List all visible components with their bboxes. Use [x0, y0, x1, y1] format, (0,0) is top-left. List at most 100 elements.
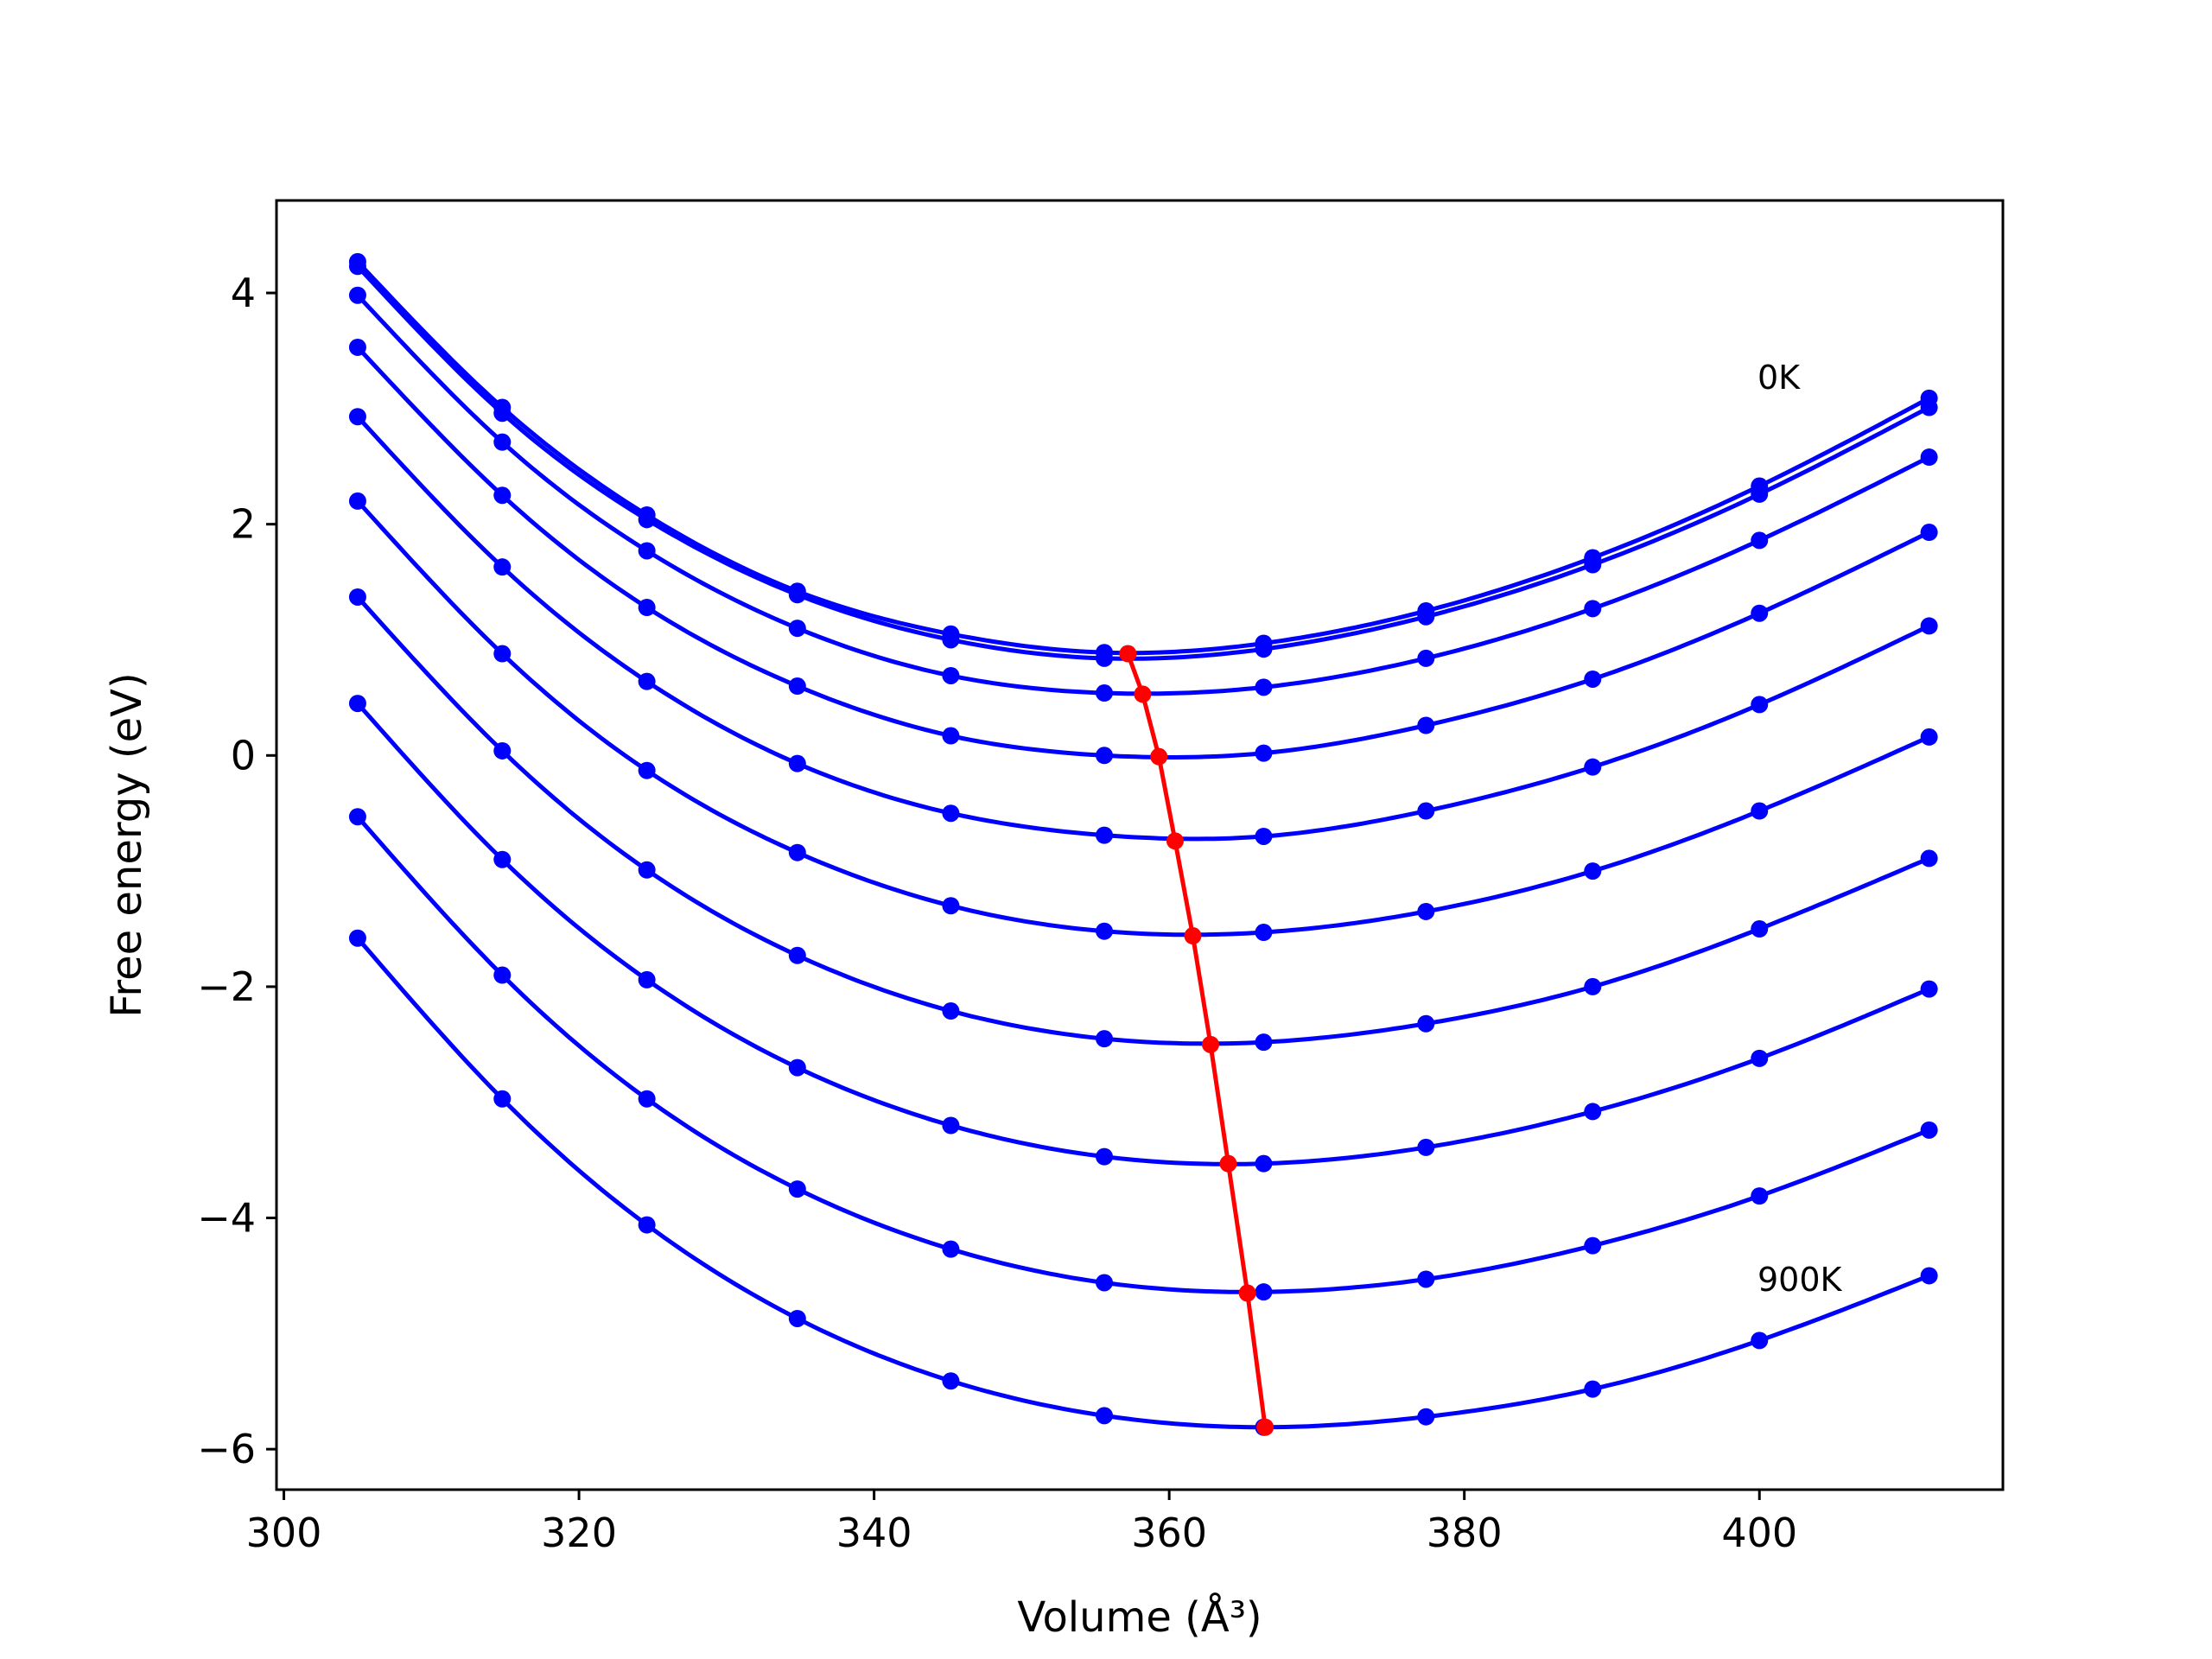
series-7-point-1 — [493, 850, 512, 868]
series-7-point-2 — [638, 970, 656, 988]
series-4-point-3 — [788, 754, 806, 772]
series-9-point-8 — [1584, 1380, 1602, 1398]
series-6-point-3 — [788, 946, 806, 964]
minima-point-8 — [1256, 1418, 1274, 1436]
series-2-point-8 — [1584, 600, 1602, 618]
x-tick-label-380: 380 — [1427, 1510, 1503, 1556]
series-5-point-9 — [1751, 802, 1769, 820]
series-7-point-10 — [1920, 980, 1938, 998]
x-ticks: 300 320 340 360 380 400 — [246, 1490, 1797, 1556]
series-3-line — [356, 346, 1930, 760]
series-8-point-4 — [942, 1240, 960, 1258]
series-8-point-0 — [348, 808, 366, 826]
y-axis-label: Free energy (eV) — [103, 672, 151, 1017]
series-1-line — [356, 264, 1930, 661]
series-4-point-5 — [1096, 826, 1114, 844]
series-3-point-5 — [1096, 747, 1114, 765]
series-5-point-10 — [1920, 728, 1938, 746]
series-2-line — [356, 293, 1930, 696]
minima-point-3 — [1166, 832, 1184, 850]
series-3-point-6 — [1255, 744, 1273, 762]
series-4-point-10 — [1920, 617, 1938, 635]
series-9-point-3 — [788, 1309, 806, 1327]
series-4-point-8 — [1584, 758, 1602, 776]
series-5-point-5 — [1096, 922, 1114, 940]
series-7-line — [356, 702, 1930, 1166]
series-1-point-4 — [942, 631, 960, 649]
series-4-point-2 — [638, 672, 656, 690]
series-4-point-9 — [1751, 696, 1769, 714]
series-2-point-1 — [493, 433, 512, 451]
series-1-point-9 — [1751, 485, 1769, 503]
x-tick-label-400: 400 — [1721, 1510, 1797, 1556]
series-6-point-1 — [493, 741, 512, 760]
series-3-point-7 — [1417, 716, 1435, 734]
series-8-point-6 — [1255, 1283, 1273, 1301]
series-6-point-10 — [1920, 849, 1938, 868]
series-2-point-4 — [942, 666, 960, 684]
series-5-point-7 — [1417, 902, 1435, 920]
x-tick-label-300: 300 — [246, 1510, 322, 1556]
series-9-point-2 — [638, 1216, 656, 1234]
series-9-point-4 — [942, 1372, 960, 1390]
curves-layer — [348, 252, 1938, 1436]
x-tick-label-320: 320 — [541, 1510, 617, 1556]
annotation-900k: 900K — [1758, 1261, 1843, 1299]
series-1-point-8 — [1584, 556, 1602, 574]
series-5-point-1 — [493, 645, 512, 663]
series-8-line — [356, 815, 1930, 1294]
series-8-point-8 — [1584, 1236, 1602, 1255]
series-8-point-2 — [638, 1090, 656, 1108]
y-tick-label-5: −6 — [197, 1426, 256, 1472]
series-1-point-2 — [638, 511, 656, 529]
y-tick-label-1: 2 — [231, 501, 256, 548]
series-5-point-4 — [942, 897, 960, 915]
minima-point-7 — [1238, 1284, 1256, 1302]
minima-layer — [1119, 645, 1274, 1436]
y-tick-label-4: −4 — [197, 1195, 256, 1242]
series-6-point-5 — [1096, 1030, 1114, 1048]
plot-frame — [275, 199, 2005, 1491]
minima-point-0 — [1119, 645, 1137, 663]
x-axis-label: Volume (Å³) — [1017, 1592, 1262, 1642]
series-2-point-3 — [788, 620, 806, 638]
y-ticks: 4 2 0 −2 −4 −6 — [197, 270, 276, 1472]
series-2-point-7 — [1417, 649, 1435, 667]
series-1-point-1 — [493, 404, 512, 423]
series-5-point-6 — [1255, 924, 1273, 942]
x-tick-label-340: 340 — [836, 1510, 912, 1556]
series-5-point-2 — [638, 761, 656, 779]
y-tick-label-3: −2 — [197, 963, 256, 1010]
series-7-point-9 — [1751, 1049, 1769, 1067]
minima-point-6 — [1219, 1154, 1237, 1173]
series-8-point-1 — [493, 966, 512, 984]
series-9-point-0 — [348, 929, 366, 947]
series-2-point-9 — [1751, 531, 1769, 550]
series-8-point-10 — [1920, 1121, 1938, 1139]
series-1-point-7 — [1417, 607, 1435, 626]
annotation-0k: 0K — [1758, 359, 1801, 397]
series-6-point-2 — [638, 861, 656, 879]
series-7-point-8 — [1584, 1103, 1602, 1121]
series-5-point-0 — [348, 492, 366, 510]
series-4-point-4 — [942, 804, 960, 823]
x-axis-label-unit: (Å³) — [1185, 1592, 1262, 1642]
series-9-line — [356, 937, 1930, 1430]
series-3-point-4 — [942, 727, 960, 745]
series-3-point-10 — [1920, 524, 1938, 542]
series-6-point-7 — [1417, 1014, 1435, 1033]
series-9-point-5 — [1096, 1407, 1114, 1425]
series-5-line — [356, 499, 1930, 938]
series-8-point-5 — [1096, 1274, 1114, 1292]
series-6-point-4 — [942, 1002, 960, 1020]
x-tick-label-360: 360 — [1131, 1510, 1207, 1556]
series-6-point-0 — [348, 588, 366, 606]
y-tick-label-0: 4 — [231, 270, 256, 316]
series-8-point-3 — [788, 1180, 806, 1198]
series-3-point-1 — [493, 486, 512, 505]
series-6-line — [356, 595, 1930, 1046]
series-7-point-3 — [788, 1058, 806, 1077]
series-4-point-7 — [1417, 802, 1435, 820]
series-1-point-3 — [788, 586, 806, 604]
series-2-point-0 — [348, 286, 366, 304]
